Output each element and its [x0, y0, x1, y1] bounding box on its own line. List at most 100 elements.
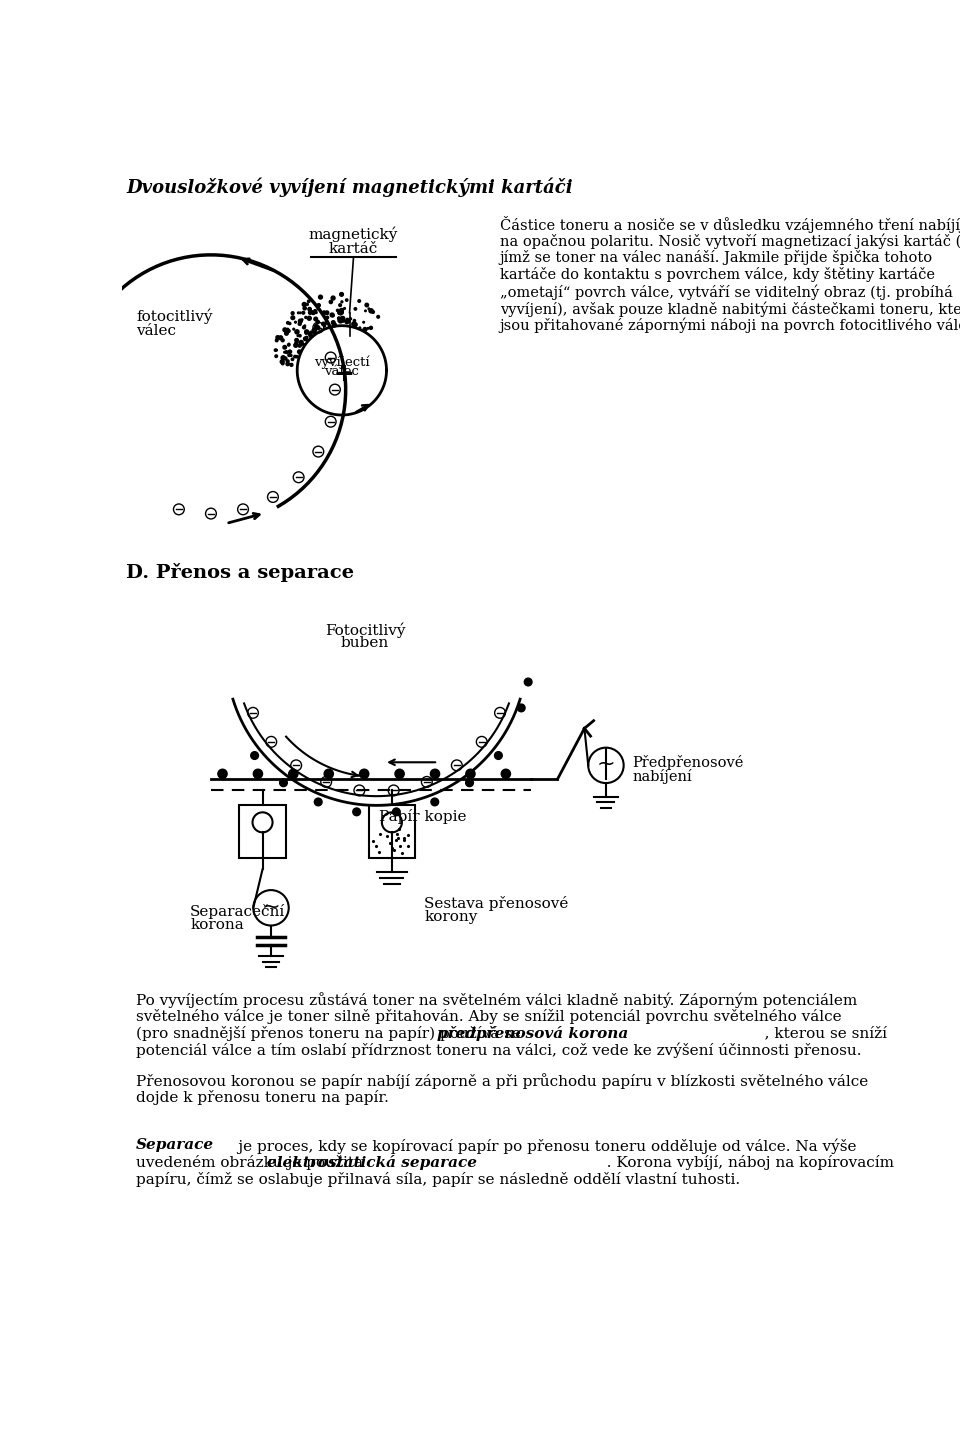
Text: předpřenosová korona: předpřenosová korona — [437, 1025, 628, 1041]
Circle shape — [308, 334, 310, 335]
Circle shape — [314, 798, 322, 806]
Text: papíru, čímž se oslabuje přilnavá síla, papír se následně oddělí vlastní tuhosti: papíru, čímž se oslabuje přilnavá síla, … — [136, 1172, 740, 1188]
Circle shape — [302, 303, 306, 306]
Circle shape — [349, 318, 351, 320]
Circle shape — [288, 349, 292, 354]
Circle shape — [325, 322, 328, 325]
Circle shape — [346, 319, 348, 322]
Circle shape — [286, 362, 289, 365]
Circle shape — [368, 307, 370, 310]
Circle shape — [363, 322, 365, 323]
Circle shape — [295, 342, 298, 345]
Circle shape — [291, 316, 295, 319]
Circle shape — [299, 335, 301, 336]
Text: Fotocitlivý: Fotocitlivý — [324, 622, 405, 638]
Circle shape — [295, 322, 297, 323]
Circle shape — [331, 296, 335, 300]
Circle shape — [316, 320, 320, 323]
Text: Částice toneru a nosiče se v důsledku vzájemného tření nabíjíjí: Částice toneru a nosiče se v důsledku vz… — [500, 216, 960, 233]
Circle shape — [285, 351, 288, 354]
Circle shape — [294, 344, 298, 347]
Text: uvedeném obrázku je použita                                                  . K: uvedeném obrázku je použita . K — [136, 1156, 895, 1170]
Circle shape — [305, 336, 308, 339]
Circle shape — [339, 304, 342, 306]
Circle shape — [304, 329, 309, 334]
Circle shape — [517, 705, 525, 712]
Circle shape — [291, 358, 294, 361]
Circle shape — [326, 316, 328, 319]
Circle shape — [297, 341, 298, 342]
Circle shape — [286, 360, 289, 362]
Circle shape — [302, 326, 305, 329]
Circle shape — [341, 310, 343, 313]
Circle shape — [466, 768, 475, 779]
Circle shape — [311, 310, 315, 315]
Circle shape — [354, 307, 356, 310]
Circle shape — [395, 768, 404, 779]
Text: vyvíjení), avšak pouze kladně nabitými částečkami toneru, které: vyvíjení), avšak pouze kladně nabitými č… — [500, 302, 960, 316]
Circle shape — [251, 751, 258, 760]
Text: +: + — [333, 362, 354, 386]
Text: válec: válec — [136, 325, 177, 338]
Circle shape — [331, 320, 335, 325]
Text: fotocitlivý: fotocitlivý — [136, 309, 213, 325]
Text: kartáč: kartáč — [328, 242, 378, 255]
Circle shape — [377, 316, 379, 318]
Text: ~: ~ — [262, 896, 280, 916]
Circle shape — [289, 768, 298, 779]
Circle shape — [330, 313, 334, 318]
Circle shape — [324, 325, 325, 326]
Circle shape — [344, 307, 346, 309]
Circle shape — [340, 310, 344, 315]
Text: ~: ~ — [597, 754, 615, 774]
Circle shape — [323, 310, 325, 315]
Circle shape — [340, 316, 344, 320]
Circle shape — [281, 339, 284, 342]
Circle shape — [315, 325, 318, 328]
Text: D. Přenos a separace: D. Přenos a separace — [127, 563, 354, 581]
Circle shape — [298, 312, 300, 313]
Circle shape — [348, 319, 350, 322]
Text: Předpřenosové: Předpřenosové — [632, 755, 743, 770]
Text: magnetický: magnetický — [309, 226, 398, 242]
Circle shape — [296, 355, 298, 358]
Circle shape — [365, 310, 367, 312]
Circle shape — [304, 338, 305, 339]
Circle shape — [284, 357, 287, 360]
Circle shape — [295, 329, 300, 334]
Circle shape — [218, 768, 228, 779]
Circle shape — [299, 319, 302, 323]
Circle shape — [275, 349, 276, 351]
Circle shape — [360, 768, 369, 779]
Circle shape — [281, 362, 284, 365]
Circle shape — [299, 344, 301, 347]
Circle shape — [305, 332, 307, 334]
Circle shape — [353, 808, 361, 816]
Circle shape — [299, 322, 301, 325]
Circle shape — [307, 316, 311, 320]
Text: Sestava přenosové: Sestava přenosové — [424, 896, 568, 911]
Circle shape — [304, 325, 305, 326]
Circle shape — [275, 355, 277, 358]
Circle shape — [501, 768, 511, 779]
Circle shape — [338, 310, 341, 315]
Circle shape — [313, 328, 317, 331]
Circle shape — [524, 679, 532, 686]
Circle shape — [280, 360, 284, 364]
Circle shape — [297, 335, 299, 336]
Text: vyvíjectí: vyvíjectí — [314, 355, 370, 370]
Text: válec: válec — [324, 365, 359, 378]
Circle shape — [319, 296, 323, 299]
Text: je proces, kdy se kopírovací papír po přenosu toneru odděluje od válce. Na výše: je proces, kdy se kopírovací papír po př… — [136, 1138, 856, 1154]
Text: Papír kopie: Papír kopie — [379, 809, 467, 824]
Circle shape — [314, 332, 315, 334]
Circle shape — [314, 310, 317, 312]
Circle shape — [340, 309, 344, 312]
Circle shape — [341, 302, 343, 303]
Text: jímž se toner na válec nanáší. Jakmile přijde špička tohoto: jímž se toner na válec nanáší. Jakmile p… — [500, 251, 933, 265]
Circle shape — [285, 351, 287, 352]
Text: na opačnou polaritu. Nosič vytvoří magnetizací jakýsi kartáč (štětec),: na opačnou polaritu. Nosič vytvoří magne… — [500, 233, 960, 249]
Text: Separaceční: Separaceční — [190, 903, 285, 919]
Circle shape — [466, 779, 473, 786]
Bar — [369, 805, 415, 858]
